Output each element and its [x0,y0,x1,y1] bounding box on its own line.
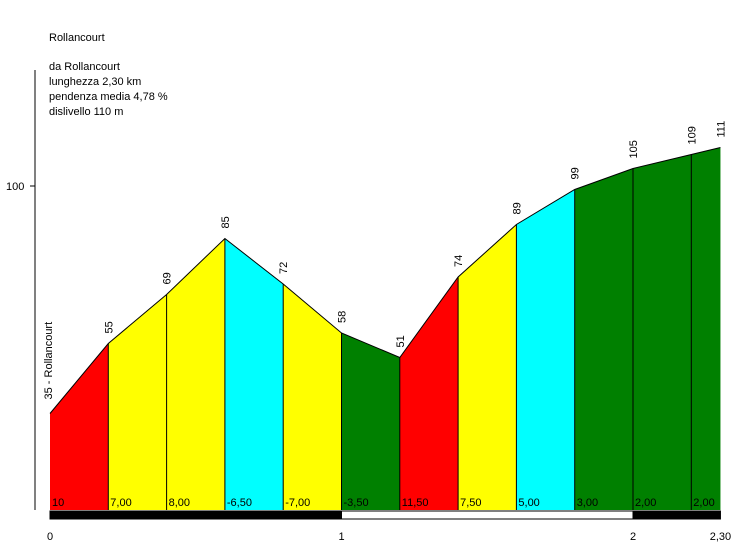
altitude-label: 69 [162,272,174,284]
x-tick-label: 2,30 [710,531,731,543]
altitude-label: 85 [220,216,232,228]
altitude-label: 89 [511,202,523,214]
gradient-label: 11,50 [402,497,429,509]
altitude-label: 74 [453,255,465,267]
profile-segment [283,284,342,510]
altitude-label: 55 [103,321,115,333]
profile-segment [458,224,517,510]
gradient-label: 10 [52,497,64,509]
profile-segment [108,294,167,510]
gradient-label: 8,00 [169,497,190,509]
x-tick-label: 0 [47,531,53,543]
x-tick-label: 2 [630,531,636,543]
gradient-label: 7,00 [110,497,131,509]
profile-length: lunghezza 2,30 km [49,76,142,88]
altitude-label: 105 [628,140,640,158]
profile-avg-gradient: pendenza media 4,78 % [49,91,168,103]
gradient-label: 7,50 [460,497,481,509]
altitude-label: 99 [570,167,582,179]
profile-start: da Rollancourt [49,61,120,73]
profile-segment [691,147,721,510]
altitude-label: 111 [715,121,727,138]
start-label: 35 - Rollancourt [43,322,55,400]
profile-segment [224,238,284,510]
distance-bar-segment [341,510,634,520]
distance-bar-segment [632,510,721,520]
altitude-label: 51 [395,335,407,347]
gradient-label: 2,00 [693,497,714,509]
altitude-label: 58 [337,311,349,323]
gradient-label: -7,00 [285,497,310,509]
profile-title: Rollancourt [49,32,105,44]
distance-bar-segment [49,510,342,520]
profile-segment [341,333,400,510]
profile-segment [399,277,459,510]
gradient-label: -3,50 [344,497,369,509]
profile-outline [49,147,721,414]
altitude-label: 109 [686,126,698,144]
profile-segment [633,154,692,510]
profile-segment [516,189,575,510]
gradient-label: 2,00 [635,497,656,509]
profile-segment [50,343,109,510]
y-tick-label: 100 [6,181,24,193]
gradient-label: 3,00 [577,497,598,509]
profile-elevation-gain: dislivello 110 m [49,106,124,118]
altitude-label: 72 [278,262,290,274]
profile-segment [166,238,225,510]
gradient-label: -6,50 [227,497,252,509]
x-tick-label: 1 [338,531,344,543]
profile-segment [574,168,633,510]
gradient-label: 5,00 [518,497,539,509]
